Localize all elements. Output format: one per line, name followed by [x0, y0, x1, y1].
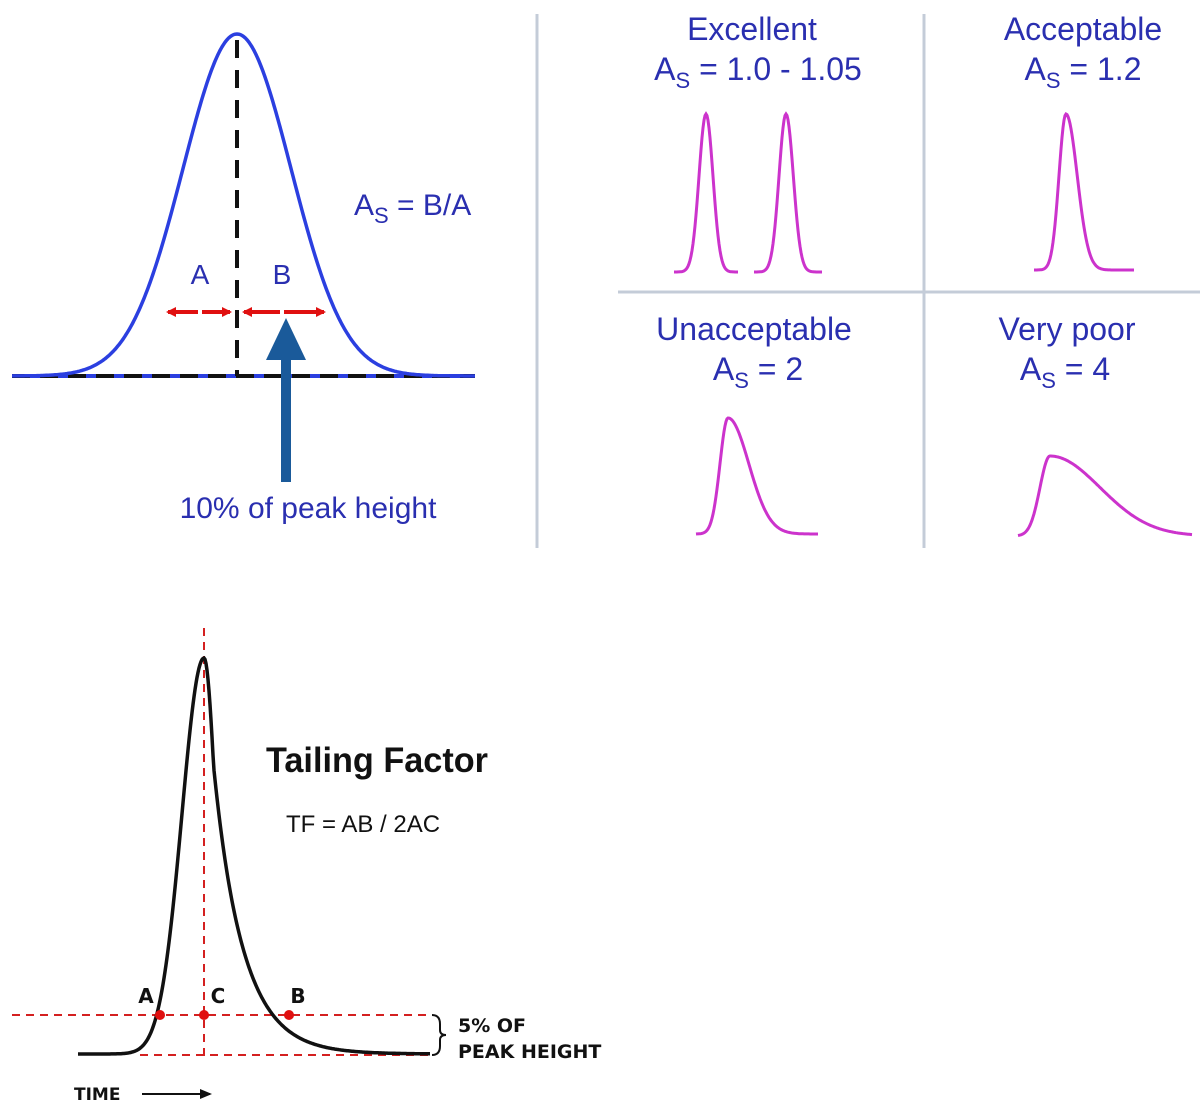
acceptable-peak [1034, 111, 1134, 272]
cell-excellent-title: Excellent [687, 11, 817, 47]
bracket-label-line1: 5% OF [458, 1015, 526, 1037]
bracket-label-line2: PEAK HEIGHT [458, 1041, 601, 1063]
label-a: A [191, 259, 210, 290]
point-b-marker [284, 1010, 294, 1020]
peak-height-caption: 10% of peak height [180, 492, 438, 525]
excellent-peak-1 [674, 111, 738, 274]
time-axis-label: TIME [74, 1085, 120, 1102]
point-a-label: A [138, 984, 154, 1008]
cell-acceptable: Acceptable AS = 1.2 [1004, 11, 1162, 272]
tailing-title: Tailing Factor [266, 741, 488, 780]
cell-very-poor: Very poor AS = 4 [999, 311, 1193, 537]
cell-excellent-value: AS = 1.0 - 1.05 [654, 51, 862, 93]
excellent-peak-2 [754, 111, 822, 274]
cell-unacceptable-value: AS = 2 [713, 351, 803, 393]
cell-excellent: Excellent AS = 1.0 - 1.05 [654, 11, 862, 274]
point-c-label: C [211, 984, 226, 1008]
asymmetry-formula: AS = B/A [354, 189, 471, 228]
cell-unacceptable: Unacceptable AS = 2 [656, 311, 852, 536]
cell-very-poor-value: AS = 4 [1020, 351, 1110, 393]
five-percent-bracket [431, 1014, 447, 1056]
asymmetry-panel: A B AS = B/A 10% of peak height [12, 32, 475, 525]
point-b-label: B [290, 984, 305, 1008]
cell-acceptable-value: AS = 1.2 [1025, 51, 1142, 93]
tailing-peak [78, 655, 430, 1056]
point-c-marker [199, 1010, 209, 1020]
very-poor-peak [1017, 454, 1193, 537]
quality-grid: Excellent AS = 1.0 - 1.05 Acceptable AS … [535, 11, 1200, 548]
label-b: B [273, 259, 292, 290]
cell-unacceptable-title: Unacceptable [656, 311, 852, 347]
point-a-marker [155, 1010, 165, 1020]
unacceptable-peak [695, 416, 818, 536]
tailing-formula: TF = AB / 2AC [286, 811, 440, 838]
symmetric-peak [12, 32, 475, 378]
pointer-arrow-head [266, 318, 306, 360]
cell-very-poor-title: Very poor [999, 311, 1136, 347]
tailing-panel: A C B Tailing Factor TF = AB / 2AC 5% OF… [12, 628, 601, 1102]
cell-acceptable-title: Acceptable [1004, 11, 1162, 47]
